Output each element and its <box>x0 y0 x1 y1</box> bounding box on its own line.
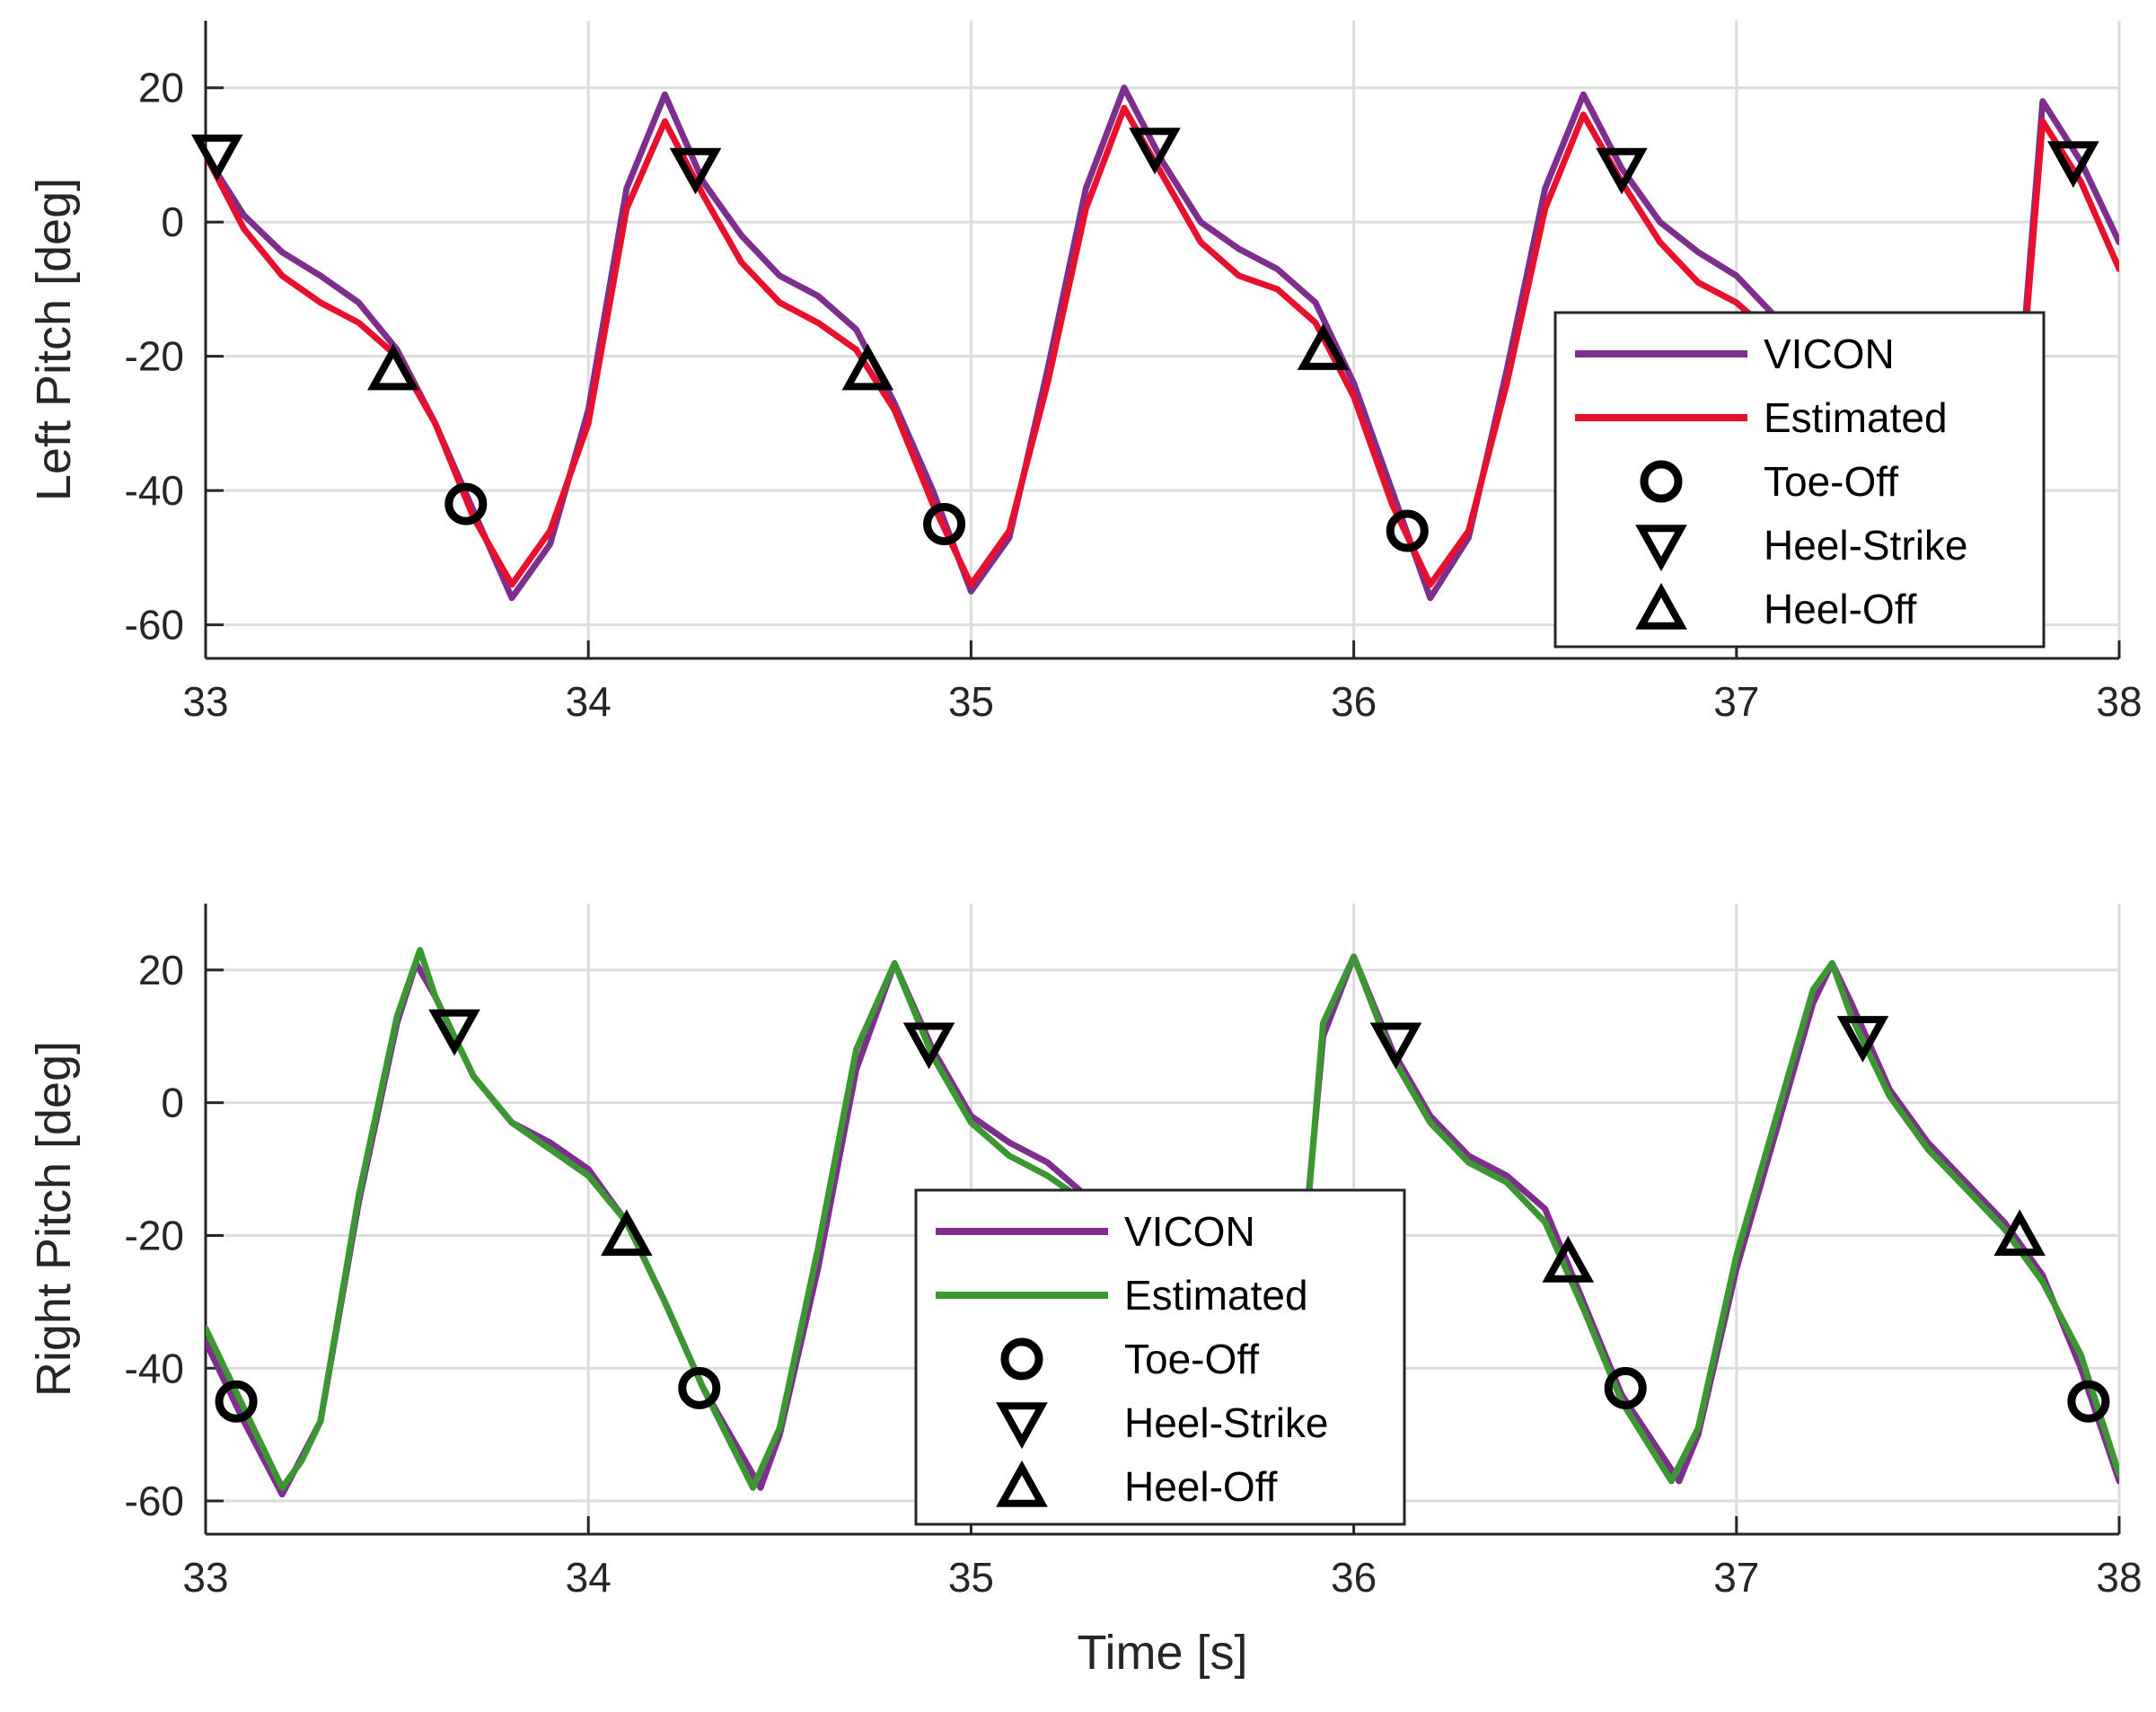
legend-label: VICON <box>1124 1208 1255 1255</box>
legend-marker-heel-strike <box>996 1402 1048 1450</box>
marker-heel-off <box>1297 323 1350 370</box>
x-tick-label: 34 <box>566 1554 612 1601</box>
marker-heel-off <box>1542 1235 1595 1283</box>
x-tick-label: 36 <box>1331 1554 1377 1601</box>
y-tick-label: 20 <box>138 65 184 111</box>
x-tick-label: 36 <box>1331 678 1377 725</box>
legend-label: Estimated <box>1124 1272 1308 1319</box>
marker-toe-off <box>2067 1380 2110 1423</box>
legend-label: Toe-Off <box>1764 458 1898 505</box>
marker-heel-off <box>841 343 894 391</box>
legend-marker-heel-strike <box>1635 525 1687 572</box>
legend-marker-toe-off <box>1000 1337 1043 1381</box>
legend: VICON Estimated Toe-Off Heel-Strike Heel-Off <box>1553 311 2046 649</box>
marker-toe-off <box>1386 509 1429 552</box>
marker-heel-off <box>367 343 419 391</box>
y-tick-label: 20 <box>138 947 184 993</box>
marker-toe-off <box>923 503 966 546</box>
legend-label: Heel-Strike <box>1124 1399 1329 1446</box>
marker-heel-off <box>601 1209 653 1257</box>
marker-heel-strike <box>1129 128 1181 175</box>
x-tick-label: 38 <box>2096 1554 2142 1601</box>
series-line-estimated <box>206 104 2119 588</box>
marker-heel-strike <box>2047 141 2099 189</box>
legend-label: VICON <box>1764 331 1895 377</box>
y-tick-label: -60 <box>125 1478 184 1524</box>
legend-label: Heel-Off <box>1764 586 1917 632</box>
y-tick-label: -40 <box>125 467 184 514</box>
x-tick-label: 35 <box>948 1554 994 1601</box>
x-tick-label: 33 <box>182 678 228 725</box>
marker-toe-off <box>678 1366 721 1409</box>
y-tick-label: -20 <box>125 333 184 380</box>
marker-heel-strike <box>1369 1022 1422 1070</box>
marker-heel-strike <box>669 147 722 195</box>
y-tick-label: -40 <box>125 1345 184 1391</box>
y-tick-label: -60 <box>125 602 184 649</box>
y-axis-label: Right Pitch [deg] <box>27 1041 81 1397</box>
marker-heel-strike <box>428 1009 480 1056</box>
x-axis-label: Time [s] <box>1077 1626 1247 1680</box>
marker-heel-strike <box>1836 1016 1889 1063</box>
legend-label: Heel-Off <box>1124 1463 1278 1510</box>
y-axis-label: Left Pitch [deg] <box>27 178 81 501</box>
y-tick-label: -20 <box>125 1212 184 1258</box>
legend: VICON Estimated Toe-Off Heel-Strike Heel-Off <box>914 1188 1406 1526</box>
legend-marker-heel-off <box>996 1460 1048 1507</box>
right-pitch-panel: 33 34 35 36 37 38 -60 -40 -20 0 20 Right Pitch [deg… <box>27 904 2143 1680</box>
plot-area <box>206 84 2119 602</box>
y-tick-label: 0 <box>161 1080 184 1126</box>
marker-heel-off <box>1993 1209 2046 1257</box>
left-pitch-panel: 33 34 35 36 37 38 -60 -40 -20 0 20 Left Pitch [deg]… <box>27 21 2143 725</box>
marker-heel-strike <box>902 1022 955 1070</box>
legend-box <box>1553 311 2046 649</box>
legend-box <box>914 1188 1406 1526</box>
x-tick-label: 37 <box>1713 1554 1759 1601</box>
legend-marker-heel-off <box>1635 582 1687 630</box>
legend-marker-toe-off <box>1640 460 1683 503</box>
marker-toe-off <box>215 1380 258 1423</box>
x-tick-label: 38 <box>2096 678 2142 725</box>
x-tick-label: 37 <box>1713 678 1759 725</box>
marker-toe-off <box>1604 1366 1647 1409</box>
x-tick-label: 34 <box>566 678 612 725</box>
legend-label: Toe-Off <box>1124 1336 1259 1382</box>
legend-label: Estimated <box>1764 394 1948 441</box>
x-tick-label: 33 <box>182 1554 228 1601</box>
y-tick-label: 0 <box>161 199 184 245</box>
marker-heel-strike <box>1596 147 1648 195</box>
marker-heel-strike <box>190 134 243 181</box>
x-tick-label: 35 <box>948 678 994 725</box>
marker-toe-off <box>444 482 488 525</box>
legend-label: Heel-Strike <box>1764 522 1968 569</box>
